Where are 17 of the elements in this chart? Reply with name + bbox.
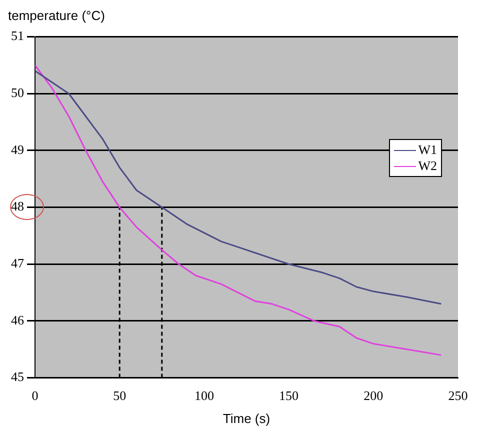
x-axis-title: Time (s) [222,410,270,426]
y-tick-label: 48 [11,198,24,214]
y-tick-label: 45 [11,369,24,384]
x-tick-label: 150 [279,388,299,404]
x-tick-label: 50 [113,388,126,404]
legend-label: W2 [418,158,437,174]
x-tick-label: 250 [448,388,468,404]
x-tick-label: 0 [32,388,38,404]
x-tick-label: 200 [364,388,384,404]
y-tick-label: 47 [11,256,24,271]
x-tick-label: 100 [194,388,214,404]
y-tick-label: 46 [11,312,24,328]
y-tick-label: 49 [11,142,24,157]
legend-label: W1 [418,142,437,158]
y-tick-label: 50 [11,85,24,100]
y-tick-label: 51 [11,28,24,44]
y-axis-title: temperature (°C) [8,8,106,25]
